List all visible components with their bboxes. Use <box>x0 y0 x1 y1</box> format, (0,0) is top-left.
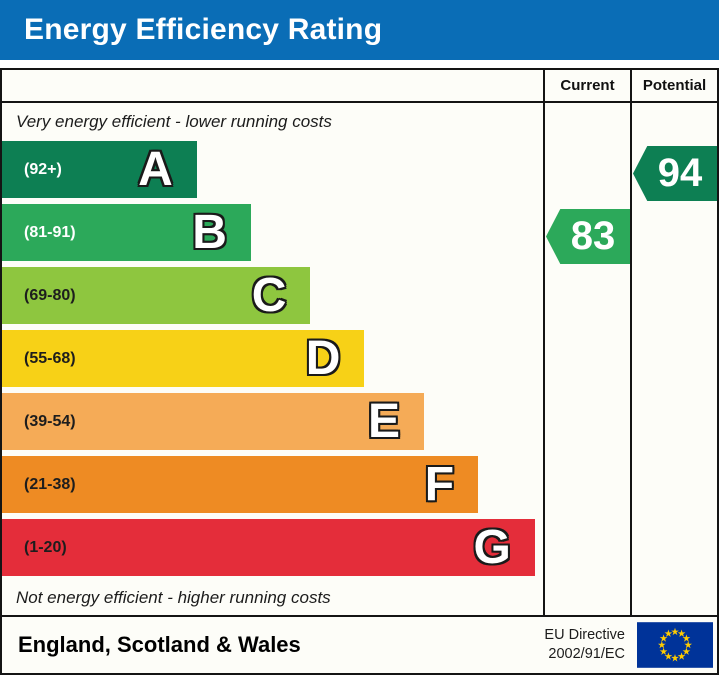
band-range-label: (92+) <box>24 160 62 178</box>
caption-efficient: Very energy efficient - lower running co… <box>16 112 332 131</box>
band-range-label: (21-38) <box>24 475 76 493</box>
caption-not-efficient: Not energy efficient - higher running co… <box>16 588 331 607</box>
band-row-F: (21-38) F <box>2 456 479 513</box>
band-range-label: (81-91) <box>24 223 76 241</box>
potential-rating-marker: 94 <box>633 146 717 201</box>
page-title: Energy Efficiency Rating <box>24 13 383 46</box>
current-rating-marker: 83 <box>546 209 630 264</box>
band-range-label: (69-80) <box>24 286 76 304</box>
band-row-C: (69-80) C <box>2 267 311 324</box>
band-range-label: (1-20) <box>24 538 67 556</box>
header-spacer <box>2 70 543 101</box>
eu-directive-label: EU Directive 2002/91/EC <box>544 626 625 664</box>
band-letter: G <box>473 520 511 574</box>
band-row-E: (39-54) E <box>2 393 424 450</box>
potential-column-header: Potential <box>630 70 717 101</box>
table-body: Very energy efficient - lower running co… <box>2 103 717 615</box>
eu-flag-icon <box>637 622 713 668</box>
band-range-label: (39-54) <box>24 412 76 430</box>
region-label: England, Scotland & Wales <box>18 632 301 657</box>
band-letter: D <box>305 331 341 385</box>
current-column: 83 <box>543 103 630 615</box>
rating-table: Current Potential Very energy efficient … <box>0 68 719 675</box>
title-bar: Energy Efficiency Rating <box>0 0 719 60</box>
eu-directive-line2: 2002/91/EC <box>548 646 625 662</box>
band-letter: E <box>367 394 400 448</box>
bands-area: Very energy efficient - lower running co… <box>2 103 543 615</box>
band-letter: C <box>251 268 287 322</box>
table-header: Current Potential <box>2 70 717 103</box>
band-letter: A <box>138 142 173 196</box>
eu-directive-line1: EU Directive <box>544 627 625 644</box>
current-column-header: Current <box>543 70 630 101</box>
band-range-label: (55-68) <box>24 349 76 367</box>
potential-column: 94 <box>630 103 717 615</box>
band-letter: F <box>424 457 455 511</box>
band-row-D: (55-68) D <box>2 330 365 387</box>
band-list: (92+) A (81-91) B (69-80) C (55-68) D (39-54) E (2… <box>2 141 543 576</box>
band-row-A: (92+) A <box>2 141 197 198</box>
band-row-G: (1-20) G <box>2 519 535 576</box>
footer: England, Scotland & Wales EU Directive 2… <box>2 615 717 673</box>
band-letter: B <box>192 205 227 259</box>
band-row-B: (81-91) B <box>2 204 251 261</box>
